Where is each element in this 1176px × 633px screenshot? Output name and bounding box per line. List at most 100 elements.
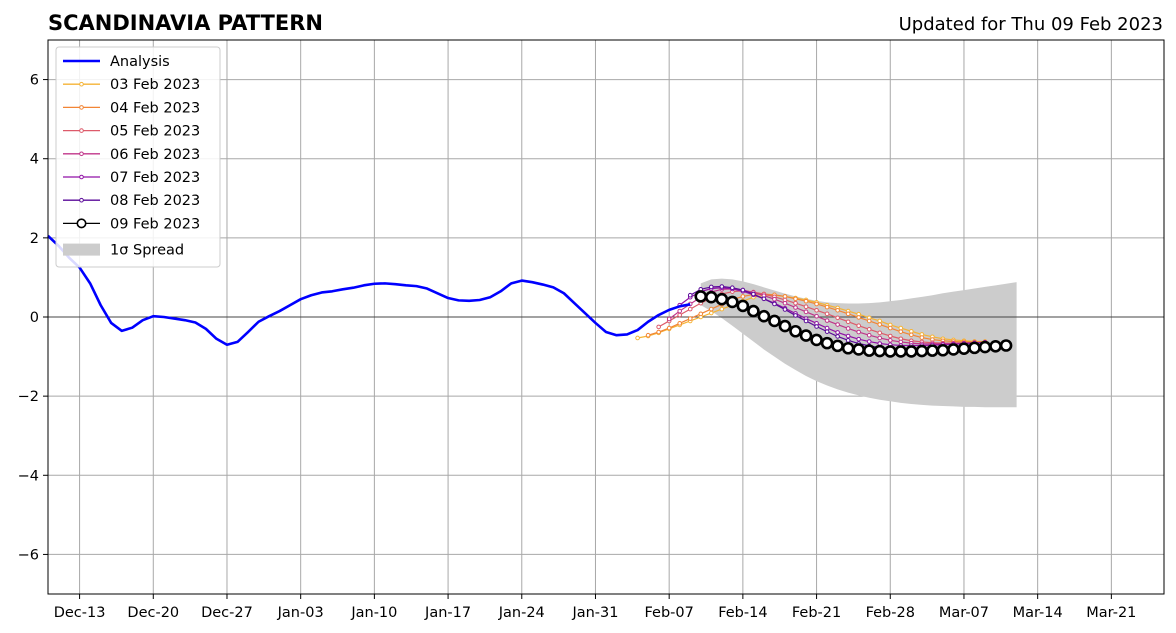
forecast-point [898, 329, 904, 334]
forecast-point [803, 298, 809, 304]
forecast-point [757, 309, 771, 323]
chart-subtitle: Updated for Thu 09 Feb 2023 [899, 14, 1163, 35]
legend-item[interactable]: 04 Feb 2023 [63, 100, 200, 116]
forecast-line [637, 294, 986, 343]
x-tick-label: Dec-20 [127, 605, 179, 621]
forecast-point [726, 295, 739, 309]
forecast-point [866, 318, 872, 324]
forecast-point [730, 285, 735, 291]
forecast-point [694, 290, 708, 303]
legend-item[interactable]: 06 Feb 2023 [63, 147, 200, 163]
chart-title: SCANDINAVIA PATTERN [48, 11, 323, 35]
forecast-point [803, 309, 809, 315]
forecast-point [793, 313, 798, 318]
y-tick-label: −6 [18, 547, 39, 563]
legend-label: Analysis [110, 54, 170, 70]
legend-item[interactable]: 05 Feb 2023 [63, 124, 200, 140]
y-tick-label: 4 [30, 152, 39, 168]
forecast-point [814, 301, 819, 307]
forecast-point [698, 311, 704, 317]
forecast-point [866, 326, 872, 332]
forecast-point [778, 319, 792, 333]
forecast-point [677, 312, 682, 318]
legend-swatch [63, 243, 100, 256]
forecast-point [968, 341, 981, 355]
forecast-point [740, 294, 746, 299]
legend-label: 06 Feb 2023 [110, 147, 200, 163]
forecast-point [761, 296, 767, 302]
forecast-point [905, 345, 918, 358]
forecast-point [708, 284, 714, 290]
forecast-point [814, 313, 819, 319]
forecast-point [782, 300, 788, 306]
forecast-point [793, 296, 798, 302]
forecast-point [751, 291, 756, 297]
forecast-point [793, 305, 798, 310]
forecast-point [873, 344, 887, 358]
x-tick-label: Jan-31 [571, 605, 618, 621]
forecast-point [666, 316, 672, 322]
forecast-point [845, 326, 851, 331]
legend-item[interactable]: Analysis [63, 54, 170, 70]
legend-marker [79, 105, 84, 110]
forecast-point [835, 330, 840, 335]
x-tick-label: Jan-03 [277, 605, 324, 621]
x-tick-label: Mar-21 [1086, 605, 1136, 621]
legend-item[interactable]: 1σ Spread [63, 243, 184, 259]
x-tick-label: Feb-14 [718, 605, 767, 621]
forecast-point [782, 294, 788, 299]
legend-label: 04 Feb 2023 [110, 100, 200, 116]
forecast-point [915, 344, 929, 358]
legend-marker [79, 151, 84, 157]
forecast-point [666, 325, 672, 331]
x-tick-label: Jan-24 [498, 605, 545, 621]
forecast-point [989, 339, 1002, 353]
forecast-point [719, 284, 725, 289]
forecast-point [856, 323, 861, 329]
forecast-point [803, 318, 809, 324]
forecast-point [852, 343, 865, 356]
forecast-point [856, 315, 861, 320]
forecast-point [887, 333, 893, 339]
forecast-point [936, 343, 950, 357]
forecast-point [835, 334, 840, 339]
forecast-point [656, 324, 661, 330]
forecast-point [656, 329, 661, 335]
legend-item[interactable]: 09 Feb 2023 [63, 216, 200, 232]
forecast-point [947, 343, 960, 356]
forecast-point [772, 296, 777, 302]
legend-item[interactable]: 07 Feb 2023 [63, 170, 200, 186]
forecast-point [736, 299, 750, 313]
axis-ticks: Dec-13 Dec-20 Dec-27 Jan-03 Jan-10 Jan-17 Jan-… [18, 73, 1137, 621]
x-tick-label: Mar-07 [939, 605, 989, 621]
forecast-point [715, 292, 729, 306]
y-tick-label: −2 [18, 389, 39, 405]
forecast-point [831, 339, 844, 353]
legend-marker [79, 81, 84, 87]
legend[interactable]: Analysis 03 Feb 2023 04 Feb 2023 05 Feb 202… [55, 46, 221, 268]
x-tick-label: Feb-21 [792, 605, 841, 621]
legend-item[interactable]: 03 Feb 2023 [63, 77, 200, 93]
legend-item[interactable]: 08 Feb 2023 [63, 193, 200, 209]
forecast-point [799, 329, 813, 342]
x-tick-label: Mar-14 [1013, 605, 1063, 621]
forecast-point [835, 307, 840, 313]
forecast-point [866, 332, 872, 338]
forecast-point [887, 338, 893, 343]
y-tick-label: 0 [30, 310, 39, 326]
forecast-point [866, 339, 872, 344]
legend-box [55, 46, 221, 268]
legend-label: 1σ Spread [110, 243, 184, 259]
forecast-point [877, 318, 883, 324]
forecast-point [768, 314, 781, 328]
forecast-point [740, 287, 746, 293]
forecast-point [894, 345, 908, 358]
x-tick-label: Dec-27 [201, 605, 253, 621]
forecast-point [856, 336, 861, 342]
forecast-point [887, 325, 893, 331]
analysis-line [47, 234, 691, 347]
forecast-point [999, 339, 1013, 352]
legend-label: 05 Feb 2023 [110, 124, 200, 140]
forecast-series [694, 290, 1013, 358]
x-tick-label: Dec-13 [54, 605, 106, 621]
